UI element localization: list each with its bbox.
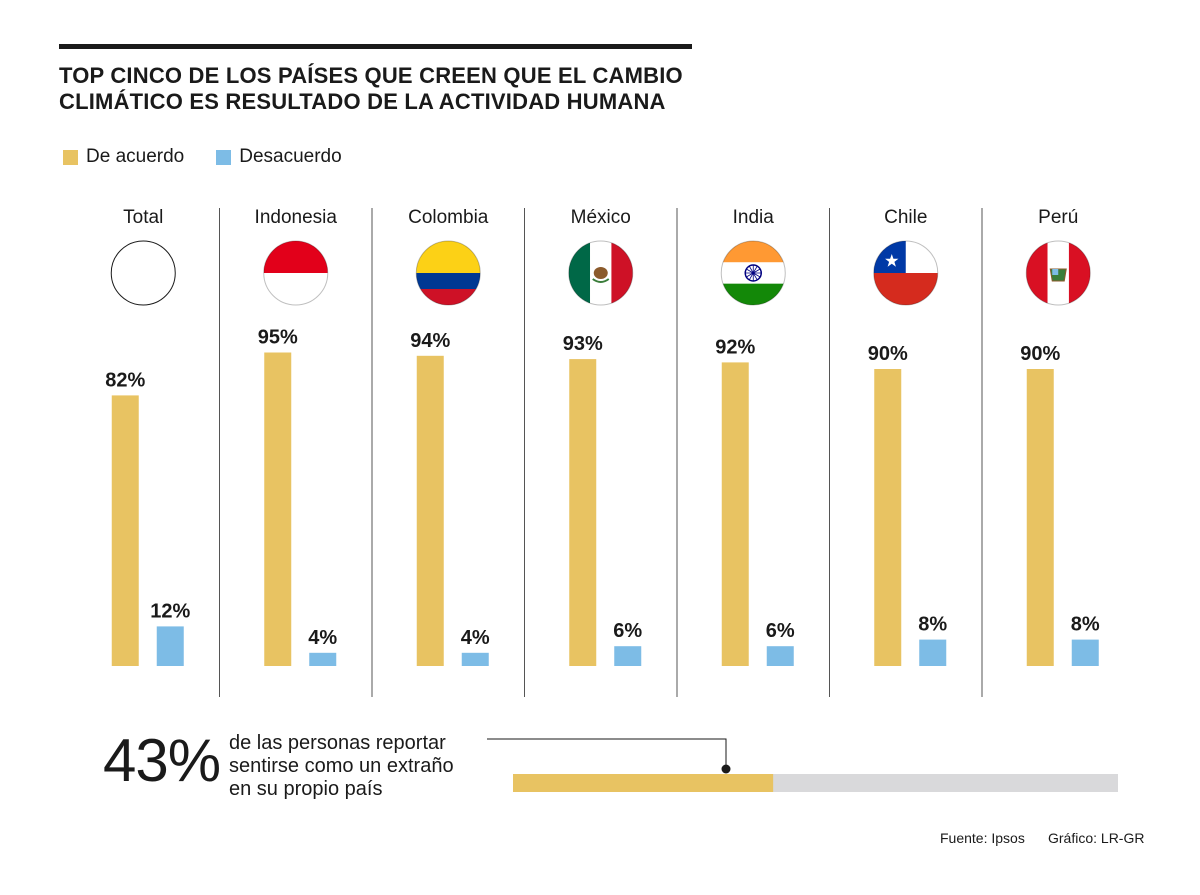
highlight-value: 43% <box>103 727 221 794</box>
category-label-mexico: México <box>571 207 631 228</box>
data-label-agree-indonesia: 95% <box>258 327 298 349</box>
india-flag-icon <box>720 240 786 306</box>
bar-agree-total <box>111 395 139 666</box>
category-label-chile: Chile <box>884 207 927 228</box>
data-label-disagree-chile: 8% <box>918 614 947 636</box>
data-label-agree-peru: 90% <box>1020 343 1060 365</box>
category-label-indonesia: Indonesia <box>255 207 338 228</box>
bar-disagree-total <box>156 626 184 666</box>
bar-agree-peru <box>1026 369 1054 666</box>
bar-disagree-mexico <box>614 646 642 666</box>
indonesia-flag-icon <box>263 240 329 306</box>
legend: De acuerdo Desacuerdo <box>63 146 374 168</box>
bar-disagree-colombia <box>461 652 489 666</box>
category-label-india: India <box>733 207 775 228</box>
highlight-fill <box>513 774 774 792</box>
data-label-disagree-mexico: 6% <box>613 620 642 642</box>
highlight-line-3: en su propio país <box>229 778 383 800</box>
footer-source: Fuente: Ipsos <box>940 830 1025 846</box>
data-label-agree-mexico: 93% <box>563 333 603 355</box>
legend-label-agree: De acuerdo <box>86 146 185 167</box>
footer-credit: Gráfico: LR-GR <box>1048 830 1145 846</box>
legend-item-agree: De acuerdo <box>63 146 184 168</box>
title-rule <box>59 44 692 49</box>
chart-title: TOP CINCO DE LOS PAÍSES QUE CREEN QUE EL… <box>59 63 739 115</box>
legend-swatch-agree <box>63 149 78 165</box>
data-label-agree-total: 82% <box>105 369 145 391</box>
bar-disagree-india <box>766 646 794 666</box>
bar-agree-colombia <box>416 355 444 666</box>
bar-agree-mexico <box>569 359 597 666</box>
highlight-line-2: sentirse como un extraño <box>229 755 454 777</box>
bar-disagree-peru <box>1071 639 1099 666</box>
legend-swatch-disagree <box>216 149 232 165</box>
legend-item-disagree: Desacuerdo <box>216 146 342 168</box>
bar-disagree-indonesia <box>309 652 337 666</box>
data-label-disagree-total: 12% <box>150 600 190 622</box>
highlight-pointer-line <box>487 738 727 768</box>
chile-flag-icon <box>873 240 939 306</box>
category-label-colombia: Colombia <box>408 207 489 228</box>
peru-flag-icon <box>1025 240 1091 306</box>
mexico-flag-icon <box>568 240 634 306</box>
title-line-1: TOP CINCO DE LOS PAÍSES QUE CREEN QUE EL… <box>59 63 683 88</box>
bar-agree-india <box>721 362 749 666</box>
blank-circle-icon <box>110 240 176 306</box>
data-label-agree-india: 92% <box>715 336 755 358</box>
highlight-line-1: de las personas reportar <box>229 732 446 754</box>
data-label-disagree-peru: 8% <box>1071 614 1100 636</box>
data-label-agree-chile: 90% <box>868 343 908 365</box>
category-label-total: Total <box>123 207 163 228</box>
bar-agree-chile <box>874 369 902 666</box>
data-label-disagree-india: 6% <box>766 620 795 642</box>
colombia-flag-icon <box>415 240 481 306</box>
highlight-text: de las personas reportar sentirse como u… <box>229 732 489 801</box>
data-label-disagree-colombia: 4% <box>461 627 490 649</box>
bar-agree-indonesia <box>264 352 292 666</box>
legend-label-disagree: Desacuerdo <box>239 146 342 167</box>
bar-disagree-chile <box>919 639 947 666</box>
title-line-2: CLIMÁTICO ES RESULTADO DE LA ACTIVIDAD H… <box>59 89 666 114</box>
data-label-agree-colombia: 94% <box>410 330 450 352</box>
data-label-disagree-indonesia: 4% <box>308 627 337 649</box>
highlight-pointer-dot <box>721 764 731 774</box>
category-label-peru: Perú <box>1038 207 1078 228</box>
